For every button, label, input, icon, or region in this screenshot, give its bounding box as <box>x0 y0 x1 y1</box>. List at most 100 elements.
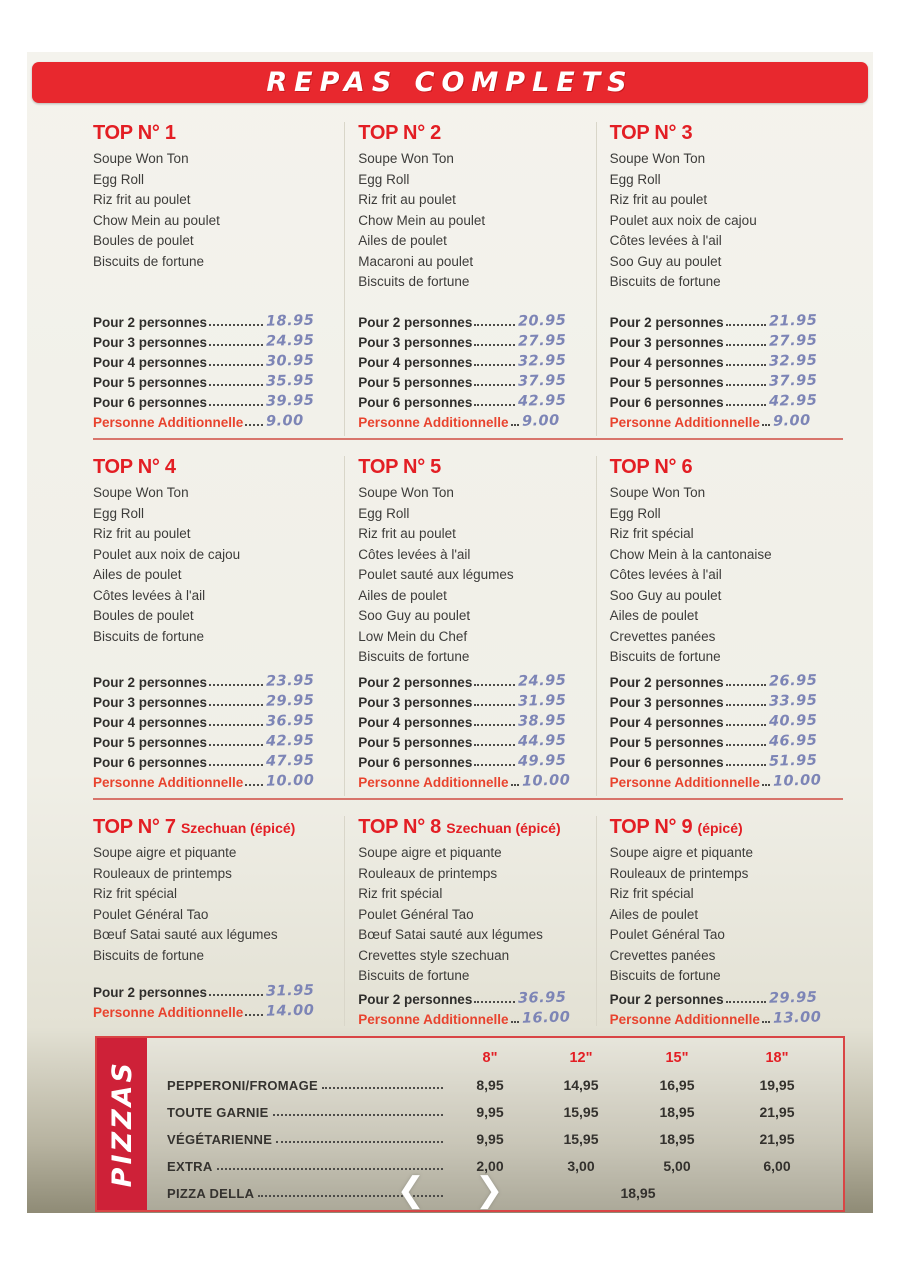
pizza-row: VÉGÉTARIENNE 9,95 15,95 18,95 21,95 <box>167 1120 829 1147</box>
dotted-leader <box>245 1014 264 1016</box>
section-subtitle: (épicé) <box>697 820 743 836</box>
section-items: Soupe Won Ton Egg Roll Riz frit au poulet C… <box>358 483 579 670</box>
menu-item: Riz frit spécial <box>93 886 178 902</box>
section-items: Soupe aigre et piquante Rouleaux de print… <box>358 843 579 987</box>
pizza-price-centered: 18,95 <box>620 1185 656 1201</box>
pizza-price: 18,95 <box>659 1104 695 1120</box>
price-row: Personne Additionnelle 9.00 <box>358 410 579 430</box>
section-items: Soupe Won Ton Egg Roll Riz frit au poulet P… <box>93 483 328 670</box>
dotted-leader <box>474 344 515 346</box>
price-row: Pour 5 personnes 44.95 <box>358 730 579 750</box>
row-separator <box>93 438 843 440</box>
pizza-price: 16,95 <box>659 1077 695 1093</box>
price-label: Pour 3 personnes <box>358 335 473 350</box>
pizzas-label: PIZZAS <box>106 1060 138 1188</box>
handwritten-price: 10.00 <box>521 772 571 790</box>
price-row: Pour 4 personnes 36.95 <box>93 710 328 730</box>
banner-title: REPAS COMPLETS <box>266 67 634 98</box>
pizza-size-header: 15" <box>665 1050 689 1066</box>
pizza-size-header: 8" <box>482 1050 498 1066</box>
dotted-leader <box>276 1141 443 1143</box>
dotted-leader <box>209 764 264 766</box>
menu-item: Chow Mein au poulet <box>93 212 220 228</box>
price-row: Pour 2 personnes 26.95 <box>610 670 831 690</box>
price-label: Pour 4 personnes <box>609 355 724 370</box>
menu-item: Biscuits de fortune <box>358 968 470 984</box>
price-label: Pour 5 personnes <box>609 375 724 390</box>
menu-item: Boules de poulet <box>93 233 194 249</box>
dotted-leader <box>209 344 264 346</box>
price-label: Pour 6 personnes <box>358 395 473 410</box>
dotted-leader <box>474 1000 515 1003</box>
menu-row-1: TOP N° 1 Soupe Won Ton Egg Roll Riz frit a… <box>27 114 873 436</box>
price-row: Personne Additionnelle 10.00 <box>93 770 328 790</box>
pizza-price: 6,00 <box>763 1158 791 1174</box>
price-row: Pour 2 personnes 24.95 <box>358 670 579 690</box>
menu-item: Low Mein du Chef <box>358 628 468 644</box>
menu-item: Crevettes panées <box>609 947 716 963</box>
dotted-leader <box>725 744 766 746</box>
price-label: Pour 6 personnes <box>93 755 208 770</box>
dotted-leader <box>272 1114 443 1116</box>
price-row: Pour 4 personnes 30.95 <box>93 350 328 370</box>
price-row: Pour 6 personnes 42.95 <box>358 390 579 410</box>
dotted-leader <box>209 704 264 706</box>
price-label: Personne Additionnelle <box>358 775 509 790</box>
handwritten-price: 40.95 <box>768 712 818 730</box>
pizzas-label-box: PIZZAS <box>97 1038 147 1210</box>
menu-item: Bœuf Satai sauté aux légumes <box>93 927 278 943</box>
pizza-price: 3,00 <box>567 1158 595 1174</box>
dotted-leader <box>725 684 766 686</box>
section-prices: Pour 2 personnes 21.95 Pour 3 personnes … <box>610 310 831 430</box>
pizza-row: PIZZA DELLA 18,95 <box>167 1174 829 1201</box>
price-label: Pour 2 personnes <box>358 315 473 330</box>
menu-item: Poulet Général Tao <box>93 906 209 922</box>
handwritten-price: 33.95 <box>768 692 818 710</box>
menu-item: Ailes de poulet <box>358 587 447 603</box>
handwritten-price: 29.95 <box>768 989 818 1007</box>
section-prices: Pour 2 personnes 31.95 Personne Addition… <box>93 980 328 1020</box>
next-photo-arrow-icon[interactable]: ❯ <box>475 1171 504 1209</box>
price-row: Pour 2 personnes 18.95 <box>93 310 328 330</box>
handwritten-price: 46.95 <box>768 732 818 750</box>
price-label: Personne Additionnelle <box>93 775 244 790</box>
section-items: Soupe Won Ton Egg Roll Riz frit au poulet C… <box>93 149 328 310</box>
handwritten-price: 38.95 <box>517 712 567 730</box>
price-row: Pour 6 personnes 39.95 <box>93 390 328 410</box>
menu-item: Côtes levées à l'ail <box>93 587 206 603</box>
handwritten-price: 42.95 <box>266 732 315 750</box>
pizza-price: 5,00 <box>663 1158 691 1174</box>
menu-item: Riz frit spécial <box>609 526 694 542</box>
price-row: Pour 3 personnes 27.95 <box>358 330 579 350</box>
price-label: Personne Additionnelle <box>609 775 760 790</box>
price-label: Personne Additionnelle <box>93 415 244 430</box>
price-row: Pour 5 personnes 35.95 <box>93 370 328 390</box>
menu-item: Biscuits de fortune <box>93 628 205 644</box>
price-row: Pour 2 personnes 20.95 <box>358 310 579 330</box>
pizza-price: 9,95 <box>476 1131 504 1147</box>
menu-item: Soupe aigre et piquante <box>93 845 237 860</box>
dotted-leader <box>474 684 515 686</box>
price-row: Pour 4 personnes 38.95 <box>358 710 579 730</box>
dotted-leader <box>216 1168 443 1170</box>
menu-section: TOP N° 3 Soupe Won Ton Egg Roll Riz frit a… <box>595 122 847 436</box>
menu-item: Poulet aux noix de cajou <box>609 212 757 228</box>
pizza-size-header: 12" <box>569 1050 593 1066</box>
dotted-leader <box>510 424 519 426</box>
price-row: Pour 2 personnes 31.95 <box>93 980 328 1000</box>
menu-item: Poulet aux noix de cajou <box>93 546 241 562</box>
pizza-price: 14,95 <box>563 1077 599 1093</box>
handwritten-price: 42.95 <box>517 392 567 410</box>
handwritten-price: 13.00 <box>772 1009 822 1027</box>
handwritten-price: 30.95 <box>266 352 315 370</box>
handwritten-price: 9.00 <box>772 412 811 430</box>
price-label: Pour 3 personnes <box>609 335 724 350</box>
price-row: Pour 2 personnes 21.95 <box>610 310 831 330</box>
section-items: Soupe aigre et piquante Rouleaux de print… <box>93 843 328 980</box>
menu-item: Soo Guy au poulet <box>358 608 471 624</box>
price-label: Pour 3 personnes <box>358 695 473 710</box>
price-label: Pour 4 personnes <box>93 715 208 730</box>
menu-item: Bœuf Satai sauté aux légumes <box>358 927 543 943</box>
dotted-leader <box>474 364 515 366</box>
prev-photo-arrow-icon[interactable]: ❮ <box>396 1171 426 1209</box>
